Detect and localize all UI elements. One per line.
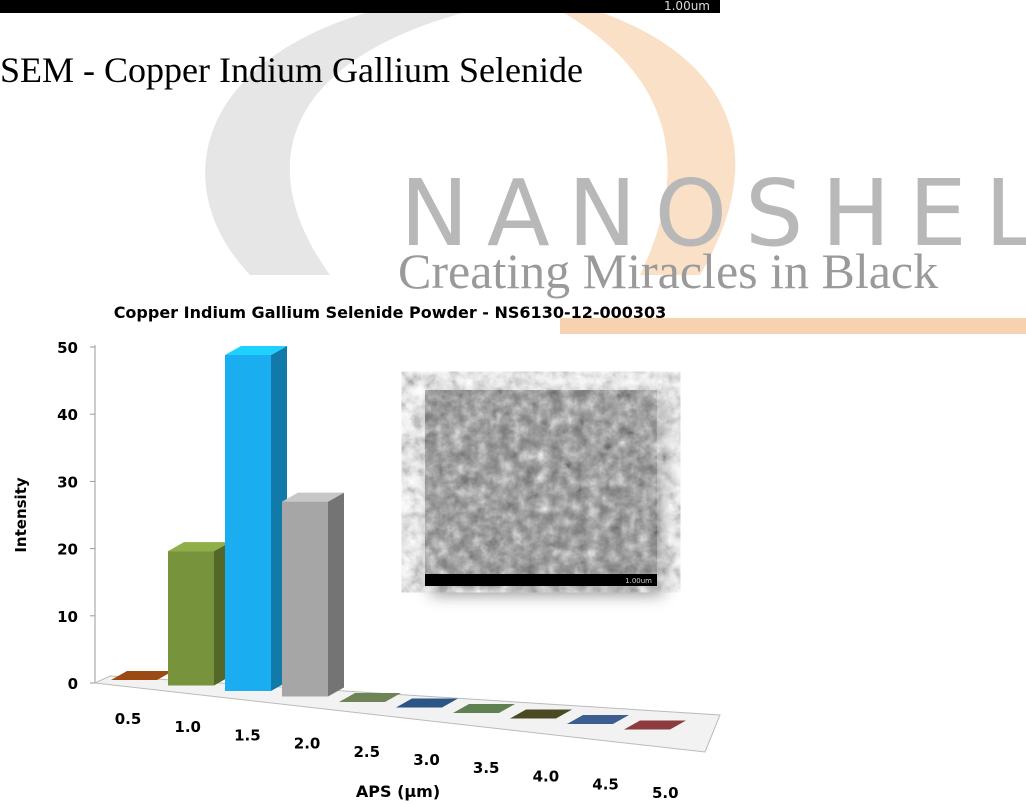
chart: NANOSHEL Creating Miracles in Black 1.00…: [0, 0, 1026, 805]
bar: [168, 542, 230, 685]
x-tick-label: 2.0: [294, 735, 321, 753]
x-tick-label: 0.5: [115, 710, 142, 728]
bar-front: [282, 502, 328, 697]
y-tick-label: 50: [57, 339, 78, 357]
y-tick-label: 20: [57, 541, 78, 559]
sem-texture: [425, 390, 657, 574]
x-tick-label: 1.0: [174, 718, 201, 736]
x-tick-label: 4.5: [592, 776, 619, 794]
y-tick-label: 40: [57, 406, 78, 424]
y-axis-label: Intensity: [12, 477, 30, 553]
bar: [111, 671, 173, 680]
x-tick-label: 2.5: [354, 743, 381, 761]
y-tick-label: 10: [57, 608, 78, 626]
inset-strip: [425, 574, 657, 586]
y-tick-label: 30: [57, 473, 78, 491]
scale-label: 1.00um: [664, 0, 710, 13]
inset-scale-label: 1.00um: [625, 577, 652, 585]
x-tick-label: 1.5: [234, 726, 261, 744]
bar: [282, 493, 344, 697]
bar: [225, 346, 287, 691]
floor: [95, 676, 720, 752]
bar-front: [168, 551, 214, 685]
bar-front: [225, 355, 271, 691]
page: NANOSHEL Creating Miracles in Black 1.00…: [0, 0, 1026, 805]
y-tick-label: 0: [68, 675, 78, 693]
header-strip: [0, 0, 720, 13]
watermark-tagline: Creating Miracles in Black: [398, 243, 938, 299]
chart-title: Copper Indium Gallium Selenide Powder - …: [114, 303, 667, 322]
x-tick-label: 4.0: [533, 767, 560, 785]
x-axis-label: APS (μm): [356, 782, 440, 801]
x-tick-label: 3.5: [473, 759, 500, 777]
x-tick-label: 5.0: [652, 784, 679, 802]
bar-top: [111, 671, 173, 680]
bar-side: [328, 493, 344, 697]
x-tick-label: 3.0: [413, 751, 440, 769]
page-heading: SEM - Copper Indium Gallium Selenide: [0, 50, 583, 90]
